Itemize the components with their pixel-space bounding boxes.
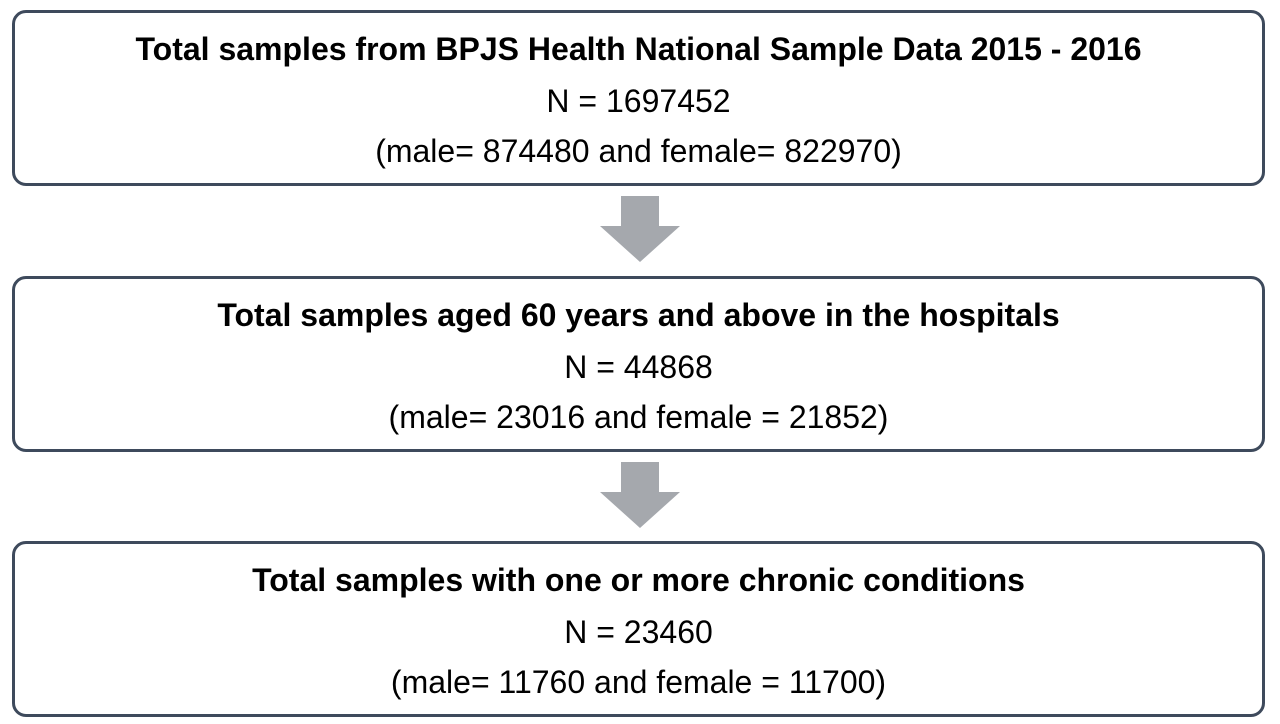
step-count: N = 1697452 [546, 83, 731, 119]
arrow-down-icon [600, 196, 680, 262]
flow-step-total-samples: Total samples from BPJS Health National … [12, 10, 1265, 186]
step-count: N = 23460 [564, 614, 713, 650]
arrow-down-icon [600, 462, 680, 528]
step-gender-breakdown: (male= 874480 and female= 822970) [375, 133, 902, 169]
flow-step-aged-60-plus: Total samples aged 60 years and above in… [12, 276, 1265, 452]
flow-step-chronic-conditions: Total samples with one or more chronic c… [12, 541, 1265, 717]
step-gender-breakdown: (male= 23016 and female = 21852) [388, 399, 889, 435]
step-count: N = 44868 [564, 349, 713, 385]
step-title: Total samples with one or more chronic c… [252, 562, 1025, 598]
step-gender-breakdown: (male= 11760 and female = 11700) [390, 664, 887, 700]
step-title: Total samples aged 60 years and above in… [217, 297, 1060, 333]
step-title: Total samples from BPJS Health National … [135, 31, 1142, 67]
